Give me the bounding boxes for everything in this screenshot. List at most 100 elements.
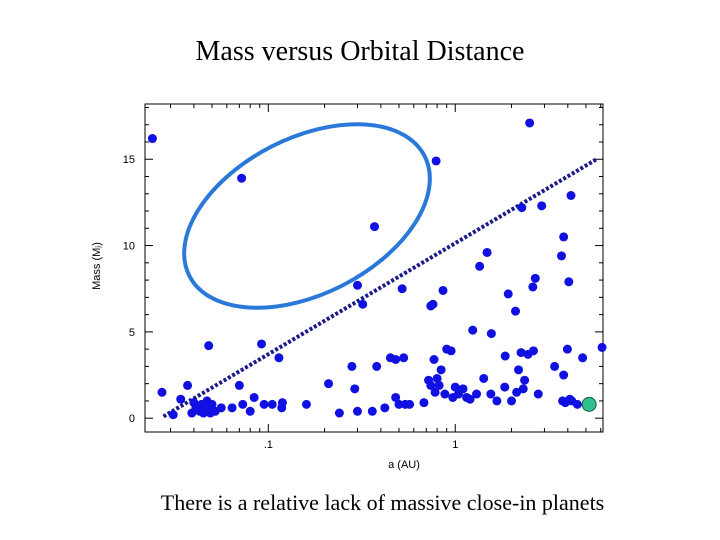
data-point bbox=[257, 339, 267, 349]
data-point bbox=[277, 398, 287, 408]
data-point bbox=[537, 201, 547, 211]
data-point bbox=[216, 403, 226, 413]
data-point bbox=[394, 399, 404, 409]
data-point bbox=[183, 380, 193, 390]
data-point bbox=[440, 389, 450, 399]
data-point bbox=[528, 346, 538, 356]
data-point bbox=[399, 353, 409, 363]
data-point bbox=[147, 134, 157, 144]
data-point bbox=[520, 375, 530, 385]
data-point bbox=[468, 325, 478, 335]
highlight-point bbox=[581, 396, 597, 412]
x-axis-label: a (AU) bbox=[388, 459, 420, 471]
data-point bbox=[500, 351, 510, 361]
data-point bbox=[426, 380, 436, 390]
data-point bbox=[436, 365, 446, 375]
data-point bbox=[516, 348, 526, 358]
data-point bbox=[465, 394, 475, 404]
data-point bbox=[334, 408, 344, 418]
data-point bbox=[559, 232, 569, 242]
data-point bbox=[245, 406, 255, 416]
data-point bbox=[370, 222, 380, 232]
data-point bbox=[353, 280, 363, 290]
data-point bbox=[518, 384, 528, 394]
x-tick-label: 1 bbox=[452, 439, 458, 451]
y-tick-label: 10 bbox=[123, 241, 135, 253]
data-point bbox=[207, 399, 217, 409]
data-point bbox=[475, 261, 485, 271]
data-point bbox=[430, 387, 440, 397]
data-point bbox=[259, 399, 269, 409]
data-point bbox=[249, 392, 259, 402]
data-point bbox=[397, 284, 407, 294]
data-point bbox=[517, 203, 527, 213]
data-point bbox=[492, 396, 502, 406]
data-point bbox=[431, 156, 441, 166]
data-point bbox=[419, 398, 429, 408]
data-point bbox=[391, 392, 401, 402]
data-point bbox=[391, 354, 401, 364]
data-point bbox=[525, 118, 535, 128]
data-point bbox=[566, 190, 576, 200]
x-tick-label: .1 bbox=[264, 439, 273, 451]
data-point bbox=[550, 361, 560, 371]
data-point bbox=[367, 406, 377, 416]
slide-title: Mass versus Orbital Distance bbox=[195, 36, 525, 67]
data-point bbox=[227, 403, 237, 413]
data-point bbox=[479, 373, 489, 383]
y-tick-label: 15 bbox=[123, 154, 135, 166]
y-tick-label: 0 bbox=[129, 413, 135, 425]
data-point bbox=[486, 329, 496, 339]
data-point bbox=[530, 273, 540, 283]
data-point bbox=[267, 399, 277, 409]
data-point bbox=[486, 389, 496, 399]
data-point bbox=[434, 380, 444, 390]
data-point bbox=[237, 173, 247, 183]
data-point bbox=[528, 282, 538, 292]
data-point bbox=[238, 399, 248, 409]
data-point bbox=[380, 403, 390, 413]
data-point bbox=[472, 389, 482, 399]
data-point bbox=[168, 410, 178, 420]
data-point bbox=[578, 353, 588, 363]
data-point bbox=[347, 361, 357, 371]
data-point bbox=[500, 382, 510, 392]
plot-frame bbox=[144, 103, 604, 433]
trend-dotted-line bbox=[162, 157, 598, 419]
data-point bbox=[562, 344, 572, 354]
data-point bbox=[572, 399, 582, 409]
data-point bbox=[234, 380, 244, 390]
data-point bbox=[458, 384, 468, 394]
y-tick-label: 5 bbox=[129, 327, 135, 339]
data-point bbox=[350, 384, 360, 394]
slide-caption: There is a relative lack of massive clos… bbox=[160, 490, 605, 515]
data-point bbox=[559, 370, 569, 380]
data-point bbox=[429, 354, 439, 364]
data-point bbox=[507, 396, 517, 406]
data-point bbox=[510, 306, 520, 316]
data-point bbox=[438, 285, 448, 295]
data-point bbox=[432, 373, 442, 383]
data-point bbox=[514, 365, 524, 375]
data-point bbox=[324, 379, 334, 389]
highlight-ellipse bbox=[182, 122, 432, 310]
data-point bbox=[358, 299, 368, 309]
data-point bbox=[353, 406, 363, 416]
data-point bbox=[301, 399, 311, 409]
data-point bbox=[405, 399, 415, 409]
y-axis-label: Mass (Mⱼ) bbox=[91, 242, 103, 290]
data-point bbox=[450, 382, 460, 392]
data-point bbox=[446, 346, 456, 356]
data-point bbox=[372, 361, 382, 371]
data-point bbox=[204, 341, 214, 351]
data-point bbox=[533, 389, 543, 399]
data-point bbox=[428, 299, 438, 309]
data-point bbox=[503, 289, 513, 299]
data-point bbox=[274, 353, 284, 363]
data-point bbox=[157, 387, 167, 397]
data-point bbox=[564, 277, 574, 287]
data-point bbox=[176, 394, 186, 404]
data-point bbox=[512, 387, 522, 397]
data-point bbox=[556, 251, 566, 261]
